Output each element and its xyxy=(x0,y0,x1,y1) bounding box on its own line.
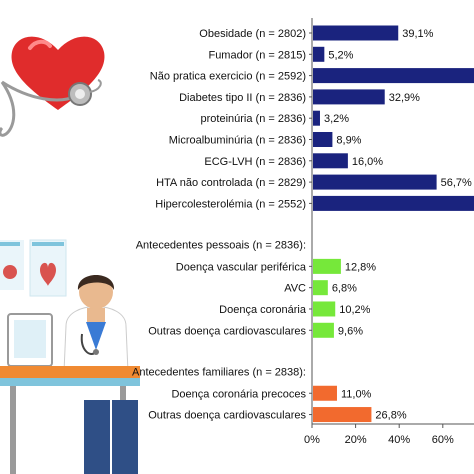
bar xyxy=(313,385,337,401)
category-label: Microalbuminúria (n = 2836) xyxy=(169,135,306,147)
group-header: Antecedentes familiares (n = 2838): xyxy=(132,367,306,379)
bar xyxy=(313,110,320,126)
bar xyxy=(313,301,336,317)
x-tick-label: 0% xyxy=(304,434,320,446)
bar xyxy=(313,132,333,147)
value-label: 8,9% xyxy=(336,135,361,147)
x-axis-ticks: 0% 20% 40% 60% xyxy=(304,424,454,446)
bar xyxy=(313,68,474,84)
category-label: Fumador (n = 2815) xyxy=(208,49,306,61)
value-label: 5,2% xyxy=(328,49,353,61)
value-label: 11,0% xyxy=(341,388,372,400)
doctor-illustration xyxy=(0,239,140,474)
bar xyxy=(313,322,334,338)
category-label: Obesidade (n = 2802) xyxy=(199,28,306,40)
value-label: 26,8% xyxy=(375,410,406,422)
category-label: Outras doença cardiovasculares xyxy=(148,325,306,337)
group-header: Antecedentes pessoais (n = 2836): xyxy=(136,240,306,252)
x-tick-label: 20% xyxy=(345,434,367,446)
bars-layer: Obesidade (n = 2802) 39,1% Fumador (n = 28… xyxy=(132,25,474,423)
category-label: Hipercolesterolémia (n = 2552) xyxy=(155,198,306,210)
heart-stethoscope-illustration xyxy=(0,36,105,137)
category-label: Outras doença cardiovasculares xyxy=(148,410,306,422)
category-label: proteinúria (n = 2836) xyxy=(201,113,306,125)
value-label: 3,2% xyxy=(324,113,349,125)
value-label: 32,9% xyxy=(389,92,420,104)
category-label: Doença coronária precoces xyxy=(171,388,306,400)
value-label: 10,2% xyxy=(339,304,370,316)
x-tick-label: 60% xyxy=(432,434,454,446)
category-label: Diabetes tipo II (n = 2836) xyxy=(179,92,306,104)
category-label: Doença vascular periférica xyxy=(176,261,307,273)
bar xyxy=(313,258,341,274)
bar xyxy=(313,153,348,169)
value-label: 56,7% xyxy=(441,177,472,189)
category-label: HTA não controlada (n = 2829) xyxy=(156,177,306,189)
bar xyxy=(313,280,328,296)
category-label: Doença coronária xyxy=(219,304,307,316)
category-label: AVC xyxy=(284,283,306,295)
bar xyxy=(313,174,437,190)
bar xyxy=(313,46,325,62)
category-label: ECG-LVH (n = 2836) xyxy=(204,156,306,168)
value-label: 39,1% xyxy=(402,28,433,40)
bar xyxy=(313,195,474,211)
bar xyxy=(313,407,372,423)
bar xyxy=(313,89,385,105)
bar xyxy=(313,25,399,41)
value-label: 6,8% xyxy=(332,283,357,295)
category-label: Não pratica exercicio (n = 2592) xyxy=(150,71,306,83)
value-label: 16,0% xyxy=(352,156,383,168)
value-label: 9,6% xyxy=(338,325,363,337)
value-label: 12,8% xyxy=(345,261,376,273)
x-tick-label: 40% xyxy=(388,434,410,446)
